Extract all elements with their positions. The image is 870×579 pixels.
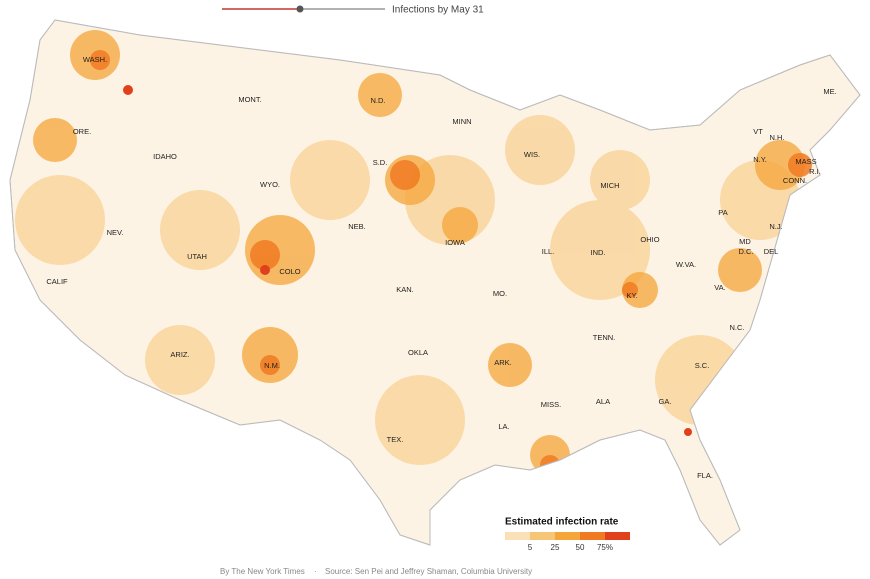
state-label: N.M.	[264, 361, 280, 370]
separator: ·	[314, 567, 317, 576]
slider[interactable]: Infections by May 31	[222, 5, 484, 16]
state-label: N.C.	[730, 323, 745, 332]
state-label: MD	[739, 237, 751, 246]
legend-swatch	[605, 532, 630, 540]
state-label: S.D.	[373, 158, 388, 167]
state-label: MINN	[452, 117, 471, 126]
state-label: UTAH	[187, 252, 207, 261]
legend-tick: 25	[551, 543, 560, 552]
legend-swatch	[530, 532, 555, 540]
state-label: N.H.	[770, 133, 785, 142]
state-label: TEX.	[387, 435, 404, 444]
state-label: WASH.	[83, 55, 107, 64]
credits: By The New York Times · Source: Sen Pei …	[220, 567, 532, 576]
state-label: N.Y.	[753, 155, 767, 164]
legend-title: Estimated infection rate	[505, 517, 619, 528]
state-label: R.I.	[809, 167, 821, 176]
state-label: IDAHO	[153, 152, 177, 161]
state-label: COLO	[279, 267, 300, 276]
state-label: IND.	[591, 248, 606, 257]
legend-swatch	[555, 532, 580, 540]
state-label: ARK.	[494, 358, 512, 367]
state-label: MICH	[600, 181, 619, 190]
state-label: MASS	[795, 157, 816, 166]
state-label: KAN.	[396, 285, 414, 294]
state-label: TENN.	[593, 333, 616, 342]
legend: Estimated infection rate 5 25 50 75%	[505, 517, 630, 552]
legend-tick: 75%	[597, 543, 613, 552]
state-label: ARIZ.	[170, 350, 189, 359]
state-label: ME.	[823, 87, 836, 96]
byline: By The New York Times	[220, 567, 305, 576]
state-label: W.VA.	[676, 260, 696, 269]
state-label: DEL	[764, 247, 779, 256]
state-label: N.J.	[769, 222, 782, 231]
legend-swatch	[580, 532, 605, 540]
infection-shading	[15, 30, 812, 475]
state-label: VA.	[714, 283, 726, 292]
legend-swatch	[505, 532, 530, 540]
slider-label: Infections by May 31	[392, 5, 484, 16]
state-label: OKLA	[408, 348, 428, 357]
state-label: GA.	[659, 397, 672, 406]
state-label: VT	[753, 127, 763, 136]
state-label: MONT.	[238, 95, 261, 104]
state-label: WYO.	[260, 180, 280, 189]
state-label: NEB.	[348, 222, 366, 231]
state-label: CALIF	[46, 277, 68, 286]
state-label: WIS.	[524, 150, 540, 159]
state-label: KY.	[626, 291, 637, 300]
source: Source: Sen Pei and Jeffrey Shaman, Colu…	[325, 567, 532, 576]
state-label: S.C.	[695, 361, 710, 370]
state-label: OHIO	[640, 235, 659, 244]
state-label: CONN.	[783, 176, 807, 185]
legend-tick: 5	[528, 543, 533, 552]
us-map: WASH. ORE. IDAHO MONT. WYO. NEV. UTAH COLO CALIF…	[9, 19, 861, 546]
state-label: LA.	[498, 422, 509, 431]
state-label: MO.	[493, 289, 507, 298]
state-label: ILL.	[542, 247, 555, 256]
state-label: ALA	[596, 397, 610, 406]
state-label: NEV.	[107, 228, 124, 237]
state-label: PA	[718, 208, 727, 217]
state-label: ORE.	[73, 127, 91, 136]
legend-tick: 50	[576, 543, 585, 552]
state-labels: WASH. ORE. IDAHO MONT. WYO. NEV. UTAH COLO CALIF…	[46, 55, 836, 480]
state-label: D.C.	[739, 247, 754, 256]
state-label: N.D.	[371, 96, 386, 105]
state-label: FLA.	[697, 471, 713, 480]
state-label: IOWA	[445, 238, 465, 247]
state-label: MISS.	[541, 400, 561, 409]
